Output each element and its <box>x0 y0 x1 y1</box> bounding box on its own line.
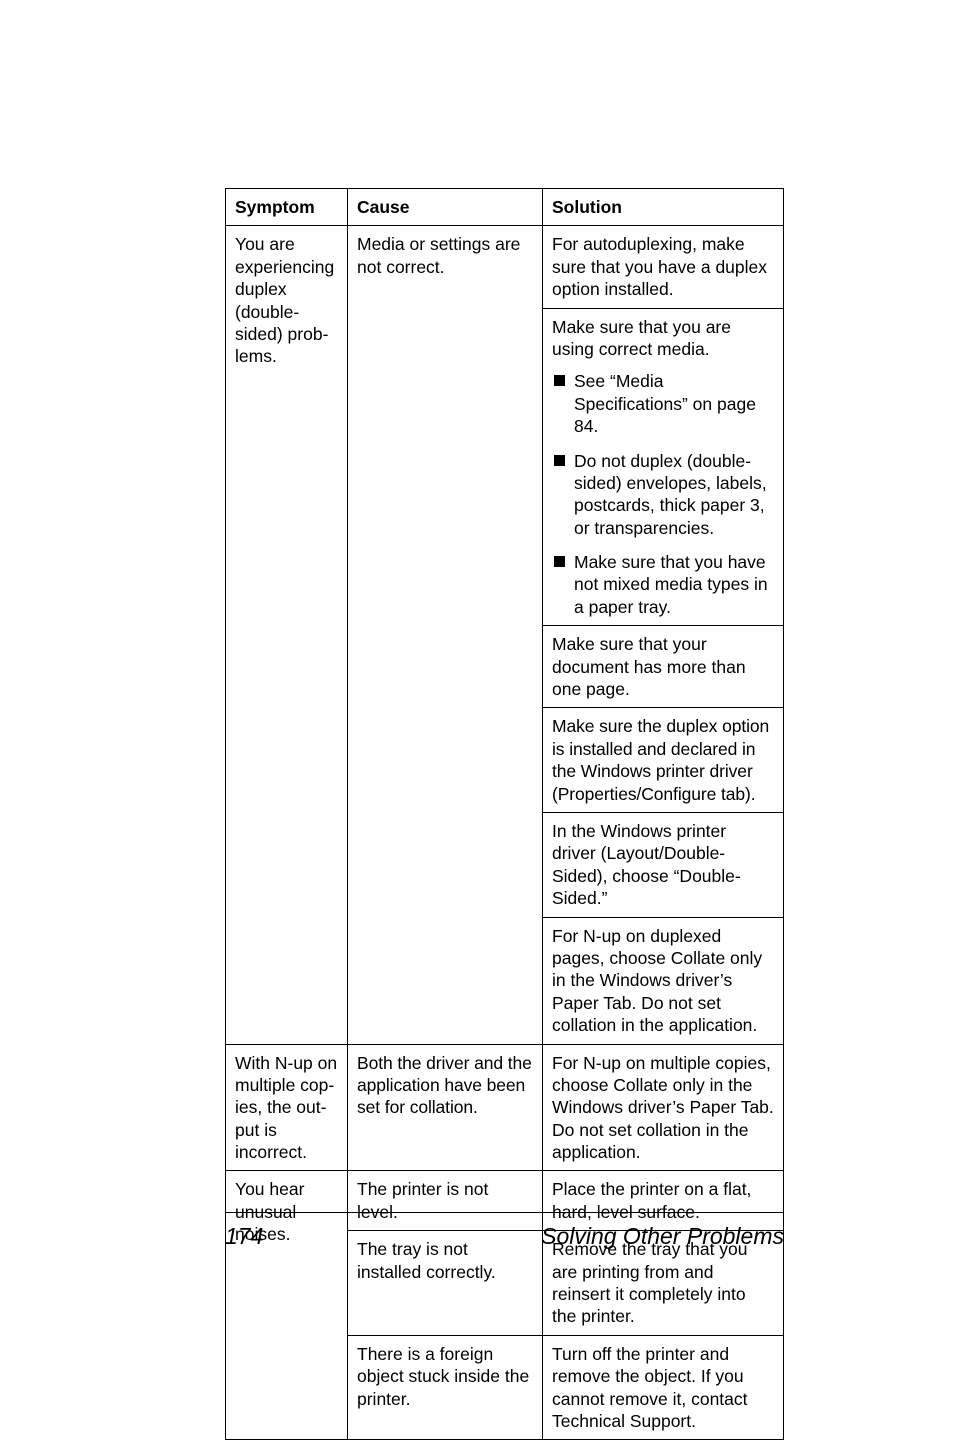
col-header-symptom: Symptom <box>226 189 348 226</box>
solution-cell: For N-up on duplexed pages, choose Colla… <box>543 917 784 1044</box>
section-title: Solving Other Problems <box>541 1223 784 1250</box>
table-header-row: Symptom Cause Solution <box>226 189 784 226</box>
solution-cell: In the Windows printer driver (Layout/Do… <box>543 812 784 917</box>
col-header-solution: Solution <box>543 189 784 226</box>
solution-cell: Turn off the printer and remove the obje… <box>543 1335 784 1440</box>
cause-cell: Media or settings are not correct. <box>348 226 543 1044</box>
bullet-item: Make sure that you have not mixed media … <box>552 551 774 618</box>
solution-cell: Make sure that your document has more th… <box>543 626 784 708</box>
solution-cell: For N-up on multiple copies, choose Coll… <box>543 1044 784 1171</box>
bullet-item: See “Media Specifications” on page 84. <box>552 370 774 437</box>
symptom-cell: You are experienc­ing duplex (double-sid… <box>226 226 348 1044</box>
table-row: With N-up on multiple cop­ies, the out­p… <box>226 1044 784 1171</box>
table-row: You are experienc­ing duplex (double-sid… <box>226 226 784 308</box>
cause-cell: Both the driver and the application have… <box>348 1044 543 1171</box>
symptom-cell: With N-up on multiple cop­ies, the out­p… <box>226 1044 348 1171</box>
page-footer: 174 Solving Other Problems <box>225 1212 784 1250</box>
col-header-cause: Cause <box>348 189 543 226</box>
solution-cell: Make sure that you are using correct med… <box>543 308 784 626</box>
bullet-item: Do not duplex (double-sided) enve­lopes,… <box>552 450 774 540</box>
solution-cell: For autoduplexing, make sure that you ha… <box>543 226 784 308</box>
troubleshooting-table: Symptom Cause Solution You are experienc… <box>225 188 784 1440</box>
page: Symptom Cause Solution You are experienc… <box>0 0 954 1350</box>
solution-cell: Make sure the duplex option is installed… <box>543 708 784 813</box>
solution-text: Make sure that you are using correct med… <box>552 316 774 361</box>
cause-cell: There is a foreign object stuck inside t… <box>348 1335 543 1440</box>
page-number: 174 <box>225 1223 263 1250</box>
